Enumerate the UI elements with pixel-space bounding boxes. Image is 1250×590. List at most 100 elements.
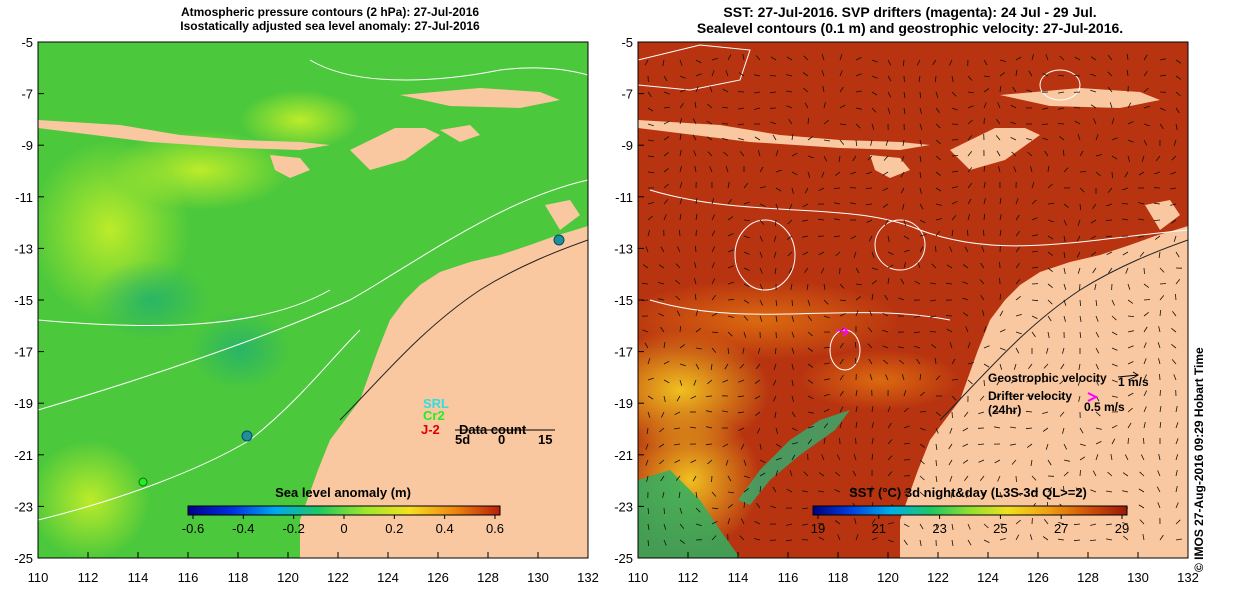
velocity-arrow bbox=[903, 407, 909, 413]
velocity-arrow bbox=[693, 278, 697, 285]
velocity-arrow bbox=[834, 171, 841, 177]
velocity-arrow bbox=[983, 213, 986, 221]
velocity-arrow bbox=[882, 329, 889, 333]
velocity-arrow bbox=[786, 105, 793, 109]
velocity-arrow bbox=[647, 107, 654, 112]
velocity-arrow bbox=[694, 166, 697, 173]
right-legend-drifter-arrow bbox=[1087, 392, 1099, 402]
right-legend-geostrophic-label: Geostrophic velocity bbox=[988, 371, 1107, 385]
velocity-arrow bbox=[775, 219, 777, 227]
velocity-arrow bbox=[935, 155, 941, 161]
velocity-arrow bbox=[885, 374, 889, 381]
velocity-arrow bbox=[951, 523, 954, 530]
velocity-arrow bbox=[804, 102, 809, 109]
velocity-arrow bbox=[759, 283, 764, 290]
velocity-arrow bbox=[707, 151, 713, 157]
velocity-arrow bbox=[1042, 72, 1049, 77]
velocity-arrow bbox=[914, 345, 921, 349]
velocity-arrow bbox=[755, 411, 761, 417]
velocity-arrow bbox=[774, 411, 777, 418]
velocity-arrow bbox=[1090, 489, 1097, 493]
velocity-arrow bbox=[1058, 107, 1065, 110]
velocity-arrow bbox=[852, 470, 857, 477]
velocity-arrow bbox=[999, 198, 1002, 205]
velocity-arrow bbox=[965, 326, 969, 333]
velocity-arrow bbox=[1171, 343, 1177, 349]
velocity-arrow bbox=[935, 523, 938, 530]
velocity-arrow bbox=[1042, 395, 1049, 398]
velocity-arrow bbox=[1015, 314, 1022, 317]
velocity-arrow bbox=[996, 150, 1001, 157]
velocity-arrow bbox=[1063, 443, 1068, 450]
velocity-arrow bbox=[675, 475, 681, 481]
velocity-arrow bbox=[759, 251, 763, 258]
velocity-arrow bbox=[949, 59, 953, 66]
velocity-arrow bbox=[1111, 347, 1118, 351]
velocity-arrow bbox=[1063, 485, 1065, 493]
velocity-arrow bbox=[1041, 123, 1049, 125]
velocity-arrow bbox=[930, 315, 937, 318]
right-x-tick-label: 126 bbox=[1027, 570, 1049, 585]
velocity-arrow bbox=[807, 347, 814, 352]
velocity-arrow bbox=[1111, 299, 1115, 306]
velocity-arrow bbox=[1139, 519, 1145, 525]
velocity-arrow bbox=[983, 88, 990, 93]
velocity-arrow bbox=[919, 171, 922, 179]
velocity-arrow bbox=[727, 518, 731, 525]
velocity-arrow bbox=[1079, 203, 1082, 211]
velocity-arrow bbox=[951, 395, 957, 401]
velocity-arrow bbox=[1173, 374, 1177, 381]
velocity-arrow bbox=[980, 294, 985, 301]
left-title-line1: Atmospheric pressure contours (2 hPa): 2… bbox=[180, 5, 480, 19]
velocity-arrow bbox=[1159, 74, 1166, 77]
left-colorbar-tick-label: 0.2 bbox=[385, 521, 403, 536]
velocity-arrow bbox=[882, 312, 889, 317]
velocity-arrow bbox=[711, 198, 715, 205]
velocity-arrow bbox=[1153, 219, 1161, 221]
velocity-arrow bbox=[1122, 251, 1129, 256]
velocity-arrow bbox=[901, 155, 905, 162]
velocity-arrow bbox=[1143, 374, 1147, 381]
velocity-arrow bbox=[642, 264, 649, 269]
velocity-arrow bbox=[951, 215, 957, 221]
velocity-arrow bbox=[1015, 214, 1020, 221]
velocity-arrow bbox=[1175, 406, 1178, 413]
velocity-arrow bbox=[1159, 295, 1165, 301]
velocity-arrow bbox=[946, 264, 953, 269]
velocity-arrow bbox=[883, 359, 889, 365]
velocity-arrow bbox=[962, 312, 969, 317]
velocity-arrow bbox=[727, 216, 734, 221]
velocity-arrow bbox=[983, 59, 988, 66]
velocity-arrow bbox=[839, 70, 843, 77]
left-x-tick-label: 128 bbox=[477, 570, 499, 585]
velocity-arrow bbox=[1107, 71, 1113, 77]
velocity-arrow bbox=[1143, 105, 1150, 109]
velocity-arrow bbox=[711, 214, 715, 221]
velocity-arrow bbox=[1010, 121, 1017, 125]
velocity-arrow bbox=[1127, 121, 1134, 125]
velocity-arrow bbox=[1010, 443, 1017, 446]
velocity-arrow bbox=[663, 120, 670, 125]
velocity-arrow bbox=[754, 538, 761, 541]
velocity-arrow bbox=[711, 246, 716, 253]
velocity-arrow bbox=[978, 459, 985, 463]
velocity-arrow bbox=[695, 214, 698, 221]
velocity-arrow bbox=[932, 59, 937, 66]
velocity-arrow bbox=[755, 363, 761, 369]
velocity-arrow bbox=[737, 123, 745, 125]
velocity-arrow bbox=[1111, 331, 1118, 336]
right-y-tick-label: -11 bbox=[615, 190, 633, 205]
velocity-arrow bbox=[679, 214, 682, 221]
velocity-arrow bbox=[679, 75, 686, 79]
velocity-arrow bbox=[902, 139, 905, 146]
velocity-arrow bbox=[887, 75, 892, 82]
velocity-arrow bbox=[995, 119, 1001, 125]
velocity-arrow bbox=[1043, 363, 1049, 369]
velocity-arrow bbox=[773, 251, 777, 258]
velocity-arrow bbox=[1095, 315, 1099, 322]
left-y-tick-label: -7 bbox=[21, 87, 33, 102]
velocity-arrow bbox=[871, 251, 875, 258]
right-colorbar-tick-label: 21 bbox=[872, 521, 886, 536]
left-legend-j2: J-2 bbox=[421, 422, 440, 437]
velocity-arrow bbox=[854, 518, 857, 525]
